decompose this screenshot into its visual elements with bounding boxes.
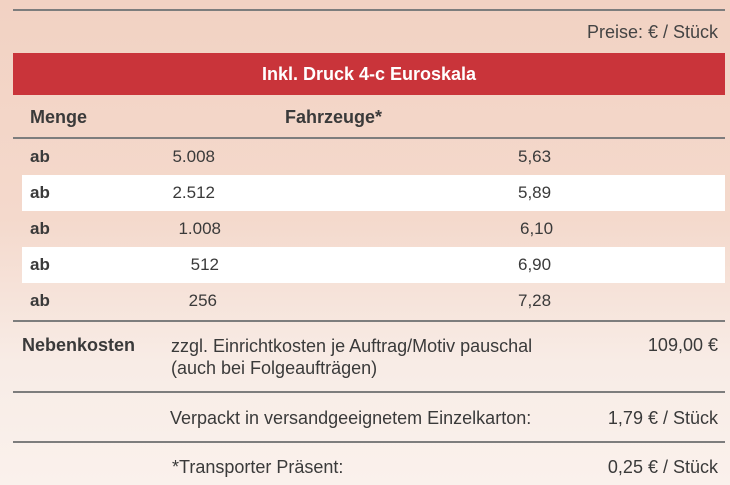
price-unit-note: Preise: € / Stück	[586, 22, 718, 42]
print-header-label: Inkl. Druck 4-c Euroskala	[261, 63, 477, 84]
header-rule	[13, 137, 725, 139]
packaging-label: Verpackt in versandgeeignetem Einzelkart…	[170, 408, 532, 428]
row-price: 6,90	[518, 255, 552, 274]
row-prefix: ab	[30, 219, 50, 238]
table-row: ab 1.008 6,10	[22, 211, 725, 247]
table-row: ab 5.008 5,63	[22, 139, 725, 175]
transport-label: *Transporter Präsent:	[172, 457, 344, 477]
column-header-fahrzeuge: Fahrzeuge*	[285, 107, 383, 127]
row-prefix: ab	[30, 147, 50, 166]
row-quantity: 5.008	[172, 147, 215, 166]
row-price: 5,63	[518, 147, 552, 166]
row-price: 6,10	[520, 219, 554, 238]
row-prefix: ab	[30, 255, 50, 274]
row-quantity: 512	[190, 255, 219, 274]
packaging-price: 1,79 € / Stück	[607, 408, 718, 428]
column-header-menge: Menge	[30, 107, 88, 127]
nebenkosten-rule	[13, 391, 725, 393]
table-row: ab 256 7,28	[22, 283, 725, 319]
nebenkosten-line2: (auch bei Folgeaufträgen)	[171, 358, 378, 378]
row-price: 7,28	[518, 291, 552, 310]
print-header-bar: Inkl. Druck 4-c Euroskala	[13, 53, 725, 95]
nebenkosten-description: zzgl. Einrichtkosten je Auftrag/Motiv pa…	[171, 335, 532, 379]
table-row: ab 2.512 5,89	[22, 175, 725, 211]
nebenkosten-line1: zzgl. Einrichtkosten je Auftrag/Motiv pa…	[171, 336, 533, 356]
row-prefix: ab	[30, 291, 50, 310]
row-quantity: 256	[188, 291, 217, 310]
nebenkosten-label: Nebenkosten	[22, 335, 136, 355]
nebenkosten-price: 109,00 €	[647, 335, 718, 355]
table-bottom-rule	[13, 320, 725, 322]
packaging-rule	[13, 441, 725, 443]
transport-price: 0,25 € / Stück	[607, 457, 718, 477]
row-price: 5,89	[518, 183, 552, 202]
table-row: ab 512 6,90	[22, 247, 725, 283]
row-prefix: ab	[30, 183, 50, 202]
row-quantity: 1.008	[178, 219, 221, 238]
row-quantity: 2.512	[172, 183, 215, 202]
top-rule	[13, 9, 725, 11]
